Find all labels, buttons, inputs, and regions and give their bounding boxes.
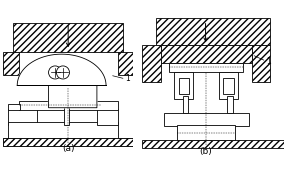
Bar <box>169 63 243 72</box>
Bar <box>3 138 133 146</box>
Bar <box>18 101 118 110</box>
Bar <box>183 97 188 113</box>
Circle shape <box>49 66 62 79</box>
Bar <box>142 45 161 82</box>
Bar <box>3 138 133 146</box>
Bar <box>179 78 189 94</box>
Bar <box>174 72 193 99</box>
Text: (a): (a) <box>62 144 74 154</box>
Bar <box>13 23 123 52</box>
Bar <box>252 45 270 82</box>
Bar <box>8 109 37 125</box>
Bar <box>156 18 270 45</box>
Circle shape <box>57 66 70 79</box>
Bar <box>8 122 118 138</box>
Bar <box>177 125 235 140</box>
Text: 1: 1 <box>126 74 130 83</box>
Bar <box>219 72 238 99</box>
Bar <box>164 113 249 126</box>
Bar <box>161 45 252 63</box>
Bar <box>97 109 118 125</box>
Bar <box>227 97 233 113</box>
Bar <box>3 52 18 75</box>
Polygon shape <box>17 54 106 108</box>
Bar <box>3 65 13 72</box>
Bar <box>223 78 234 94</box>
Bar <box>118 52 133 75</box>
Text: 1: 1 <box>266 57 271 66</box>
Text: (b): (b) <box>199 147 212 156</box>
Bar <box>142 140 284 148</box>
Bar <box>8 104 20 110</box>
Bar <box>64 101 70 125</box>
